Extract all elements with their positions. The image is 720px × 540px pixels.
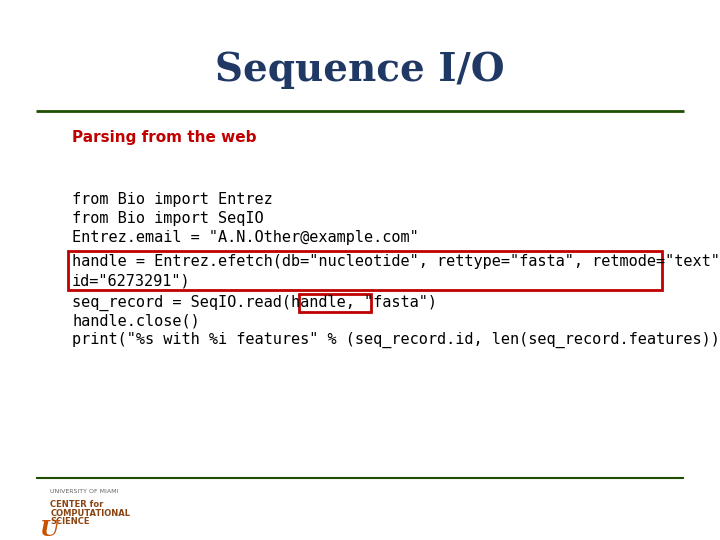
Text: from Bio import Entrez: from Bio import Entrez (72, 192, 273, 207)
Text: COMPUTATIONAL: COMPUTATIONAL (50, 509, 130, 517)
Text: Parsing from the web: Parsing from the web (72, 130, 256, 145)
Text: handle.close(): handle.close() (72, 314, 199, 329)
Text: seq_record = SeqIO.read(handle, "fasta"): seq_record = SeqIO.read(handle, "fasta") (72, 294, 437, 310)
Text: Entrez.email = "A.N.Other@example.com": Entrez.email = "A.N.Other@example.com" (72, 230, 419, 245)
Text: U: U (40, 519, 58, 540)
Text: id="6273291"): id="6273291") (72, 273, 191, 288)
Text: from Bio import SeqIO: from Bio import SeqIO (72, 211, 264, 226)
Text: print("%s with %i features" % (seq_record.id, len(seq_record.features))): print("%s with %i features" % (seq_recor… (72, 332, 720, 348)
Text: Sequence I/O: Sequence I/O (215, 51, 505, 89)
Bar (299, 294, 371, 312)
Text: UNIVERSITY OF MIAMI: UNIVERSITY OF MIAMI (50, 489, 119, 494)
Text: handle = Entrez.efetch(db="nucleotide", rettype="fasta", retmode="text",: handle = Entrez.efetch(db="nucleotide", … (72, 254, 720, 269)
Text: CENTER for: CENTER for (50, 501, 104, 509)
Bar (68, 251, 662, 290)
Text: SCIENCE: SCIENCE (50, 517, 90, 525)
